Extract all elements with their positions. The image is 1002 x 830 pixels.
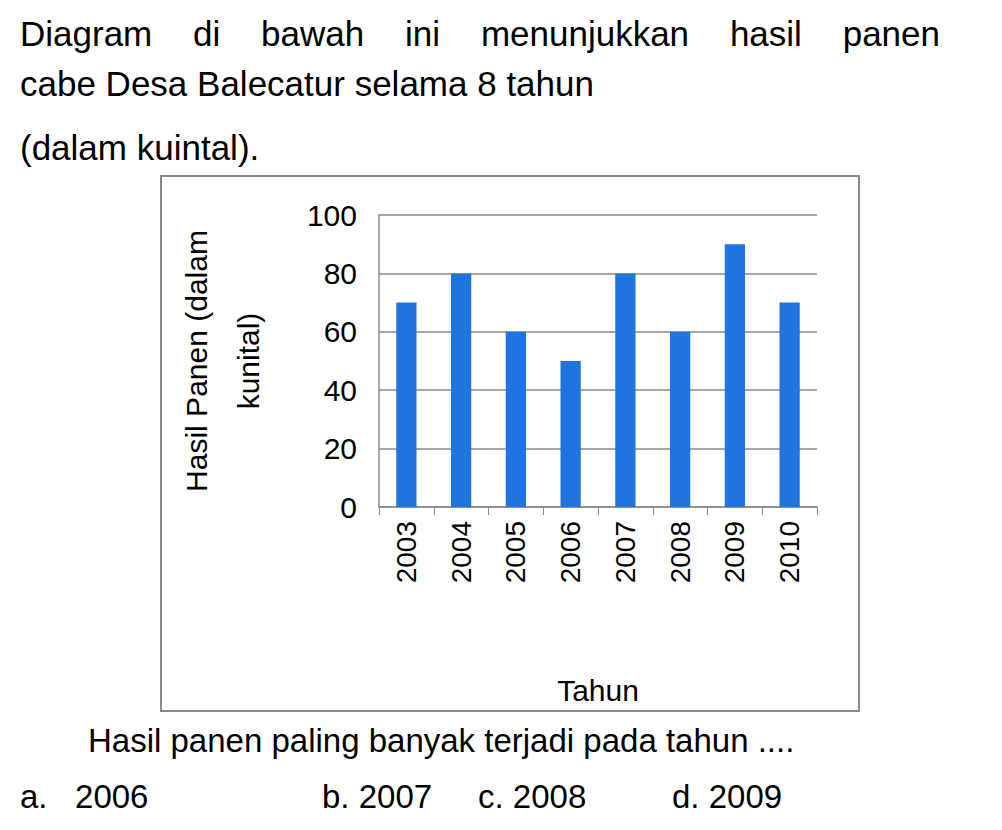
svg-text:2008: 2008 [665, 521, 696, 583]
svg-text:80: 80 [324, 257, 357, 290]
svg-text:Hasil Panen (dalam: Hasil Panen (dalam [180, 230, 213, 492]
html-text:d. 2009: d. 2009 [672, 778, 783, 815]
svg-text:40: 40 [324, 374, 357, 407]
html-text:Hasil panen paling banyak terj: Hasil panen paling banyak terjadi pada t… [88, 722, 795, 759]
html-text:Diagram di bawah ini menunjukk: Diagram di bawah ini menunjukkan hasil p… [20, 14, 940, 53]
svg-text:60: 60 [324, 315, 357, 348]
html-text:a. 2006: a. 2006 [20, 778, 149, 815]
svg-text:Tahun: Tahun [557, 674, 639, 707]
svg-text:2006: 2006 [555, 521, 586, 583]
svg-text:2004: 2004 [446, 521, 477, 583]
svg-text:kunital): kunital) [232, 313, 265, 410]
svg-text:2009: 2009 [719, 521, 750, 583]
svg-text:0: 0 [340, 491, 357, 524]
html-text:c. 2008: c. 2008 [478, 778, 587, 815]
svg-text:2007: 2007 [610, 521, 641, 583]
html-text:b. 2007: b. 2007 [322, 778, 433, 815]
html-text:cabe Desa Balecatur selama 8 t: cabe Desa Balecatur selama 8 tahun [20, 64, 594, 103]
svg-text:2003: 2003 [391, 521, 422, 583]
svg-text:2005: 2005 [500, 521, 531, 583]
svg-text:2010: 2010 [774, 521, 805, 583]
svg-text:100: 100 [307, 199, 357, 232]
html-text:(dalam kuintal).: (dalam kuintal). [20, 128, 260, 167]
svg-text:20: 20 [324, 432, 357, 465]
